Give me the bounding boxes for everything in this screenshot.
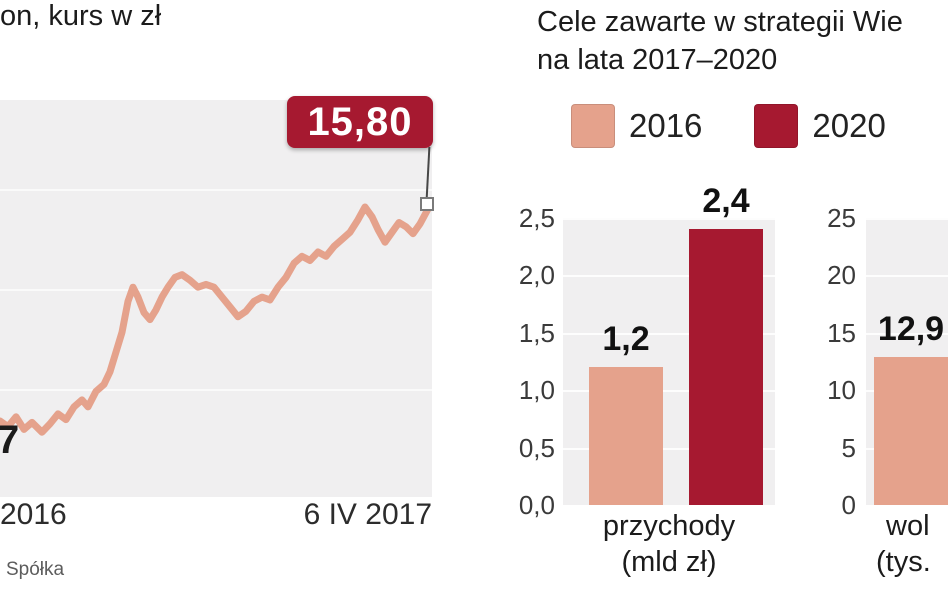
bar-2016 (589, 367, 663, 505)
bar-chart1-category-line2: (mld zł) (621, 546, 717, 578)
right-title-line1: Cele zawarte w strategii Wie (537, 6, 903, 38)
bar-2016 (874, 356, 948, 505)
bar-plot: 12,9 (866, 218, 948, 505)
bar-2020 (689, 229, 763, 505)
y-tick-label: 0,5 (518, 432, 555, 463)
legend-item-2016: 2016 (571, 104, 702, 148)
bar-chart-przychody: 2,5 2,0 1,5 1,0 0,5 0,0 1,2 2,4 (505, 182, 785, 520)
bar-value-label: 1,2 (602, 320, 650, 359)
gridline (563, 447, 775, 450)
y-tick-label: 15 (827, 317, 856, 348)
x-axis-label-start: 2016 (0, 498, 67, 531)
bar-chart1-category-line1: przychody (602, 510, 736, 542)
gridline (563, 275, 775, 278)
right-title-line2: na lata 2017–2020 (537, 44, 778, 76)
y-tick-label: 1,5 (518, 317, 555, 348)
price-line-series (0, 203, 432, 436)
bar-plot: 1,2 2,4 (563, 182, 775, 505)
gridline (563, 390, 775, 393)
x-axis-label-end: 6 IV 2017 (303, 498, 432, 531)
legend-label-2020: 2020 (812, 107, 886, 144)
gridline (866, 218, 948, 220)
y-tick-label: 10 (827, 375, 856, 406)
bar-chart2-category-line1: wol (886, 510, 930, 542)
y-tick-label: 0 (841, 490, 856, 520)
price-line-plot (0, 100, 432, 497)
legend-swatch-2016 (571, 104, 615, 148)
price-line-svg (0, 189, 432, 436)
y-axis-ticks: 25 20 15 10 5 0 (800, 203, 856, 520)
gridline (866, 332, 948, 335)
y-tick-label: 1,0 (518, 375, 555, 406)
price-badge: 15,80 (287, 96, 433, 148)
legend-swatch-2020 (754, 104, 799, 148)
bar-value-label: 12,9 (877, 309, 945, 348)
legend: 2016 2020 (571, 104, 886, 148)
y-tick-label: 5 (841, 432, 856, 463)
gridline (563, 218, 775, 220)
y-tick-label: 0,0 (518, 490, 555, 520)
legend-item-2020: 2020 (754, 104, 886, 148)
left-chart-title: on, kurs w zł (0, 0, 162, 32)
y-tick-label: 25 (827, 203, 856, 233)
gridline (563, 332, 775, 335)
bar-chart2-category-line2: (tys. (876, 546, 931, 578)
y-tick-label: 20 (827, 260, 856, 291)
legend-label-2016: 2016 (629, 107, 703, 144)
last-point-marker (420, 197, 434, 211)
bar-value-label: 2,4 (702, 182, 750, 221)
y-tick-label: 2,0 (518, 260, 555, 291)
y-axis-ticks: 2,5 2,0 1,5 1,0 0,5 0,0 (505, 203, 555, 520)
y-tick-label: 2,5 (518, 203, 555, 233)
left-edge-value-fragment: 7 (0, 418, 20, 462)
gridline (866, 275, 948, 278)
bar-chart-wolumen-partial: 25 20 15 10 5 0 12,9 (800, 203, 948, 520)
source-note: Spółka (6, 559, 65, 580)
